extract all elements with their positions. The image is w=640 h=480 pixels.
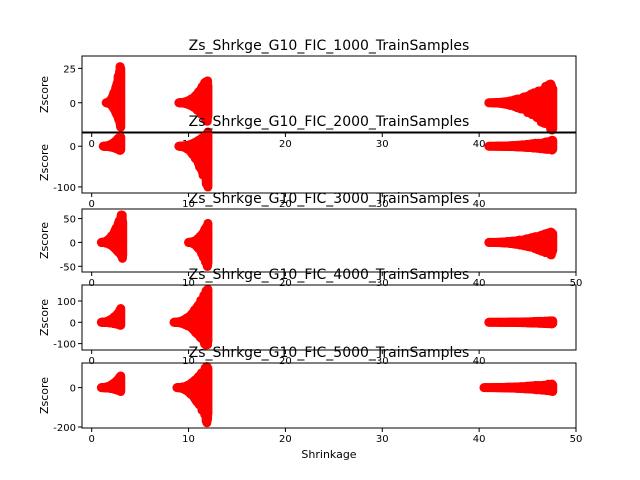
- scatter-points: [101, 62, 558, 135]
- x-tick-label: 10: [182, 356, 195, 367]
- subplot-3: 0 10 20 30 40 50 50 0 -50 Zscore Zs_Shrkge_G10_FIC…: [38, 191, 582, 289]
- y-tick-label: -50: [60, 262, 76, 273]
- x-tick-label: 30: [376, 199, 389, 210]
- x-tick-label: 20: [279, 434, 292, 445]
- axes-frame: [81, 131, 577, 194]
- axes-frame: [81, 284, 577, 351]
- x-axis-label: Shrinkage: [301, 448, 356, 461]
- y-tick-label: 100: [57, 297, 76, 308]
- x-tick-label: 40: [473, 356, 486, 367]
- y-tick-label: -100: [53, 183, 76, 194]
- x-tick-label: 0: [88, 434, 94, 445]
- chart-title: Zs_Shrkge_G10_FIC_1000_TrainSamples: [189, 38, 470, 54]
- x-tick-label: 0: [88, 278, 94, 289]
- x-tick-label: 30: [376, 139, 389, 150]
- x-tick-label: 40: [473, 139, 486, 150]
- x-tick-label: 10: [182, 278, 195, 289]
- chart-title: Zs_Shrkge_G10_FIC_3000_TrainSamples: [189, 191, 470, 207]
- subplot-1: 010203040250ZscoreZs_Shrkge_G10_FIC_1000…: [38, 38, 577, 150]
- y-axis-label: Zscore: [38, 76, 51, 113]
- x-tick-label: 30: [376, 434, 389, 445]
- x-tick-label: 30: [376, 356, 389, 367]
- x-tick-label: 40: [473, 278, 486, 289]
- y-tick-label: 0: [70, 384, 76, 395]
- scatter-points: [96, 284, 558, 350]
- y-axis-label: Zscore: [38, 144, 51, 181]
- x-tick-label: 0: [88, 139, 94, 150]
- x-tick-label: 20: [279, 139, 292, 150]
- y-tick-label: 0: [70, 318, 76, 329]
- x-tick-label: 50: [570, 278, 583, 289]
- y-axis-label: Zscore: [38, 377, 51, 414]
- axes-frame: [81, 55, 577, 134]
- y-axis-label: Zscore: [38, 222, 51, 259]
- y-tick-label: -200: [53, 423, 76, 434]
- x-tick-label: 20: [279, 356, 292, 367]
- x-tick-label: 50: [570, 434, 583, 445]
- y-tick-label: -100: [53, 340, 76, 351]
- x-tick-label: 10: [182, 199, 195, 210]
- chart-title: Zs_Shrkge_G10_FIC_2000_TrainSamples: [189, 114, 470, 130]
- y-tick-label: 0: [70, 238, 76, 249]
- y-tick-label: 25: [63, 64, 76, 75]
- scatter-points: [96, 210, 558, 271]
- x-tick-label: 20: [279, 199, 292, 210]
- scatter-points: [96, 362, 558, 428]
- x-tick-label: 40: [473, 199, 486, 210]
- chart-title: Zs_Shrkge_G10_FIC_5000_TrainSamples: [189, 345, 470, 361]
- x-tick-label: 0: [88, 356, 94, 367]
- y-tick-label: 50: [63, 215, 76, 226]
- x-tick-label: 10: [182, 434, 195, 445]
- subplot-4: 0 10 20 30 401000-100ZscoreZs_Shrkge_G10_FIC…: [38, 267, 577, 367]
- y-tick-label: 0: [70, 142, 76, 153]
- y-axis-label: Zscore: [38, 299, 51, 336]
- axes-frame: [81, 362, 577, 429]
- chart-title: Zs_Shrkge_G10_FIC_4000_TrainSamples: [189, 267, 470, 283]
- y-tick-label: 0: [70, 99, 76, 110]
- x-tick-label: 0: [88, 199, 94, 210]
- axes-frame: [81, 208, 577, 273]
- x-tick-label: 20: [279, 278, 292, 289]
- x-tick-label: 30: [376, 278, 389, 289]
- x-tick-label: 40: [473, 434, 486, 445]
- scatter-points: [98, 127, 558, 192]
